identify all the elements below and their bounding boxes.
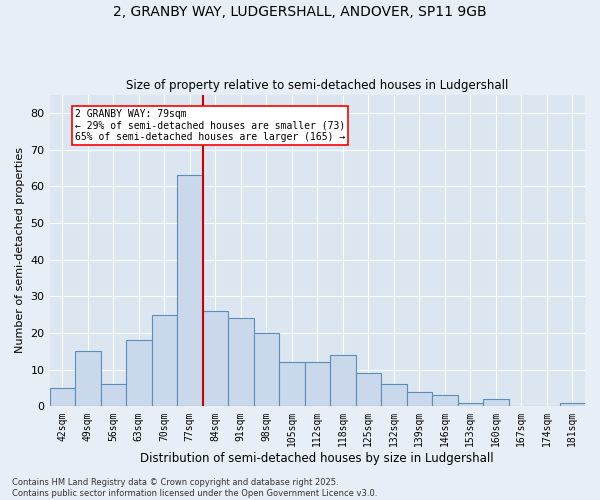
- Bar: [560, 402, 585, 406]
- Bar: [330, 355, 356, 406]
- Text: 2, GRANBY WAY, LUDGERSHALL, ANDOVER, SP11 9GB: 2, GRANBY WAY, LUDGERSHALL, ANDOVER, SP1…: [113, 5, 487, 19]
- X-axis label: Distribution of semi-detached houses by size in Ludgershall: Distribution of semi-detached houses by …: [140, 452, 494, 465]
- Bar: [203, 311, 228, 406]
- Bar: [126, 340, 152, 406]
- Bar: [381, 384, 407, 406]
- Bar: [483, 399, 509, 406]
- Bar: [50, 388, 75, 406]
- Bar: [101, 384, 126, 406]
- Bar: [356, 374, 381, 406]
- Bar: [228, 318, 254, 406]
- Y-axis label: Number of semi-detached properties: Number of semi-detached properties: [15, 148, 25, 354]
- Bar: [75, 352, 101, 406]
- Text: 2 GRANBY WAY: 79sqm
← 29% of semi-detached houses are smaller (73)
65% of semi-d: 2 GRANBY WAY: 79sqm ← 29% of semi-detach…: [75, 109, 345, 142]
- Bar: [407, 392, 432, 406]
- Bar: [177, 176, 203, 406]
- Bar: [279, 362, 305, 406]
- Bar: [152, 314, 177, 406]
- Text: Contains HM Land Registry data © Crown copyright and database right 2025.
Contai: Contains HM Land Registry data © Crown c…: [12, 478, 377, 498]
- Bar: [458, 402, 483, 406]
- Bar: [254, 333, 279, 406]
- Bar: [432, 396, 458, 406]
- Bar: [305, 362, 330, 406]
- Title: Size of property relative to semi-detached houses in Ludgershall: Size of property relative to semi-detach…: [126, 79, 508, 92]
